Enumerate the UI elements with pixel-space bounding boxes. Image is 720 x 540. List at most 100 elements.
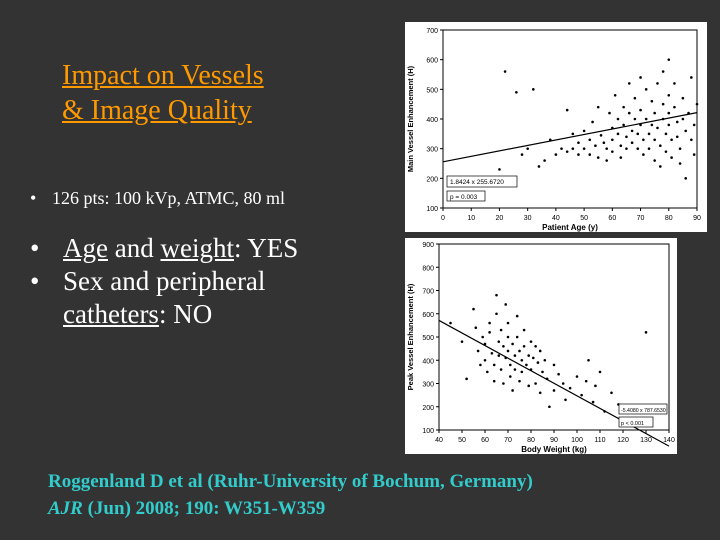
data-point [667,58,671,61]
bullet-glyph: • [30,233,40,263]
data-point [588,138,592,142]
data-point [527,354,530,357]
data-point [625,135,628,139]
x-tick-label: 130 [640,437,652,444]
data-point [561,382,565,385]
x-tick-label: 40 [435,437,443,444]
data-point [661,102,665,106]
data-point [575,375,579,378]
data-point [627,111,631,115]
title-line-2: & Image Quality [62,95,252,126]
p-value-box [618,416,654,428]
data-point [502,345,505,348]
data-point [656,82,659,85]
data-point [591,400,595,404]
data-point [639,123,642,127]
data-point [608,111,611,115]
data-point [552,363,556,367]
data-point [506,321,510,325]
data-point [497,354,501,357]
bullet-sex-catheters: • Sex and peripheral [30,265,405,298]
plot-frame [438,243,670,431]
x-tick-label: 80 [527,437,535,444]
data-point [548,138,552,142]
data-point [545,377,549,381]
x-tick-label: 90 [693,215,701,222]
data-point [552,389,556,392]
regression-line [442,112,698,163]
data-point [653,111,656,115]
data-point [515,91,518,94]
data-point [605,147,608,150]
title-line-1: Impact on Vessels [62,60,264,91]
data-point [633,96,637,100]
data-point [613,93,617,97]
data-point [642,153,645,156]
age-enhancement-scatter: 100 200 300 400 500 600 700 0 10 20 30 40 50 60 70 80 90… [406,28,701,232]
data-point [492,363,496,367]
x-tick-label: 70 [504,437,512,444]
slide-title: Impact on Vessels & Image Quality [62,58,392,128]
x-axis-label: Patient Age (y) [542,223,598,232]
data-point [543,159,546,162]
x-tick-label: 30 [524,215,532,222]
data-point [684,129,688,133]
data-point [690,76,693,79]
x-tick-label: 60 [481,437,489,444]
data-point [616,117,620,121]
data-point [460,340,464,343]
data-point [515,314,519,318]
y-tick-label: 700 [426,28,438,35]
data-point [588,153,592,156]
data-point [526,147,529,150]
data-point [594,384,597,388]
data-point [483,358,487,362]
y-tick-label: 900 [422,242,434,249]
data-point [639,108,642,112]
data-point [483,342,487,346]
data-point [538,391,542,395]
no-text: : NO [158,299,213,329]
data-point [695,102,699,106]
y-tick-label: 100 [426,206,438,213]
data-point [509,363,512,367]
data-point [488,321,491,325]
y-tick-label: 400 [426,117,438,124]
data-point [534,382,537,385]
data-point [664,150,668,153]
data-point [596,105,600,109]
data-point [653,159,656,162]
data-point [659,165,662,168]
y-tick-label: 200 [426,176,438,183]
age-word: Age [63,233,108,263]
bullet-glyph: • [30,266,40,296]
data-point [619,156,623,159]
bullet-sex-line2: catheters: NO [30,298,405,331]
x-tick-label: 0 [441,215,445,222]
data-point [582,129,586,133]
data-point [580,393,583,397]
data-point [692,153,696,156]
data-point [622,123,625,127]
y-axis-label: Main Vessel Enhancement (H) [406,65,415,172]
data-point [681,96,685,100]
data-point [582,147,586,150]
citation-line-1: Roggenland D et al (Ruhr-University of B… [48,471,533,492]
data-point [481,335,484,339]
x-tick-label: 50 [458,437,466,444]
data-point [497,340,501,343]
data-point [605,159,608,162]
data-point [661,70,665,73]
data-point [616,132,620,136]
data-point [502,382,505,385]
data-point [678,147,682,150]
data-point [667,123,671,127]
data-point [506,349,510,353]
data-point [587,358,590,362]
bullet-sex-line1: Sex and peripheral [63,266,266,296]
y-tick-label: 300 [426,147,438,154]
y-tick-label: 800 [422,265,434,272]
x-tick-label: 120 [617,437,629,444]
regression-box [446,175,518,188]
data-point [506,335,510,339]
